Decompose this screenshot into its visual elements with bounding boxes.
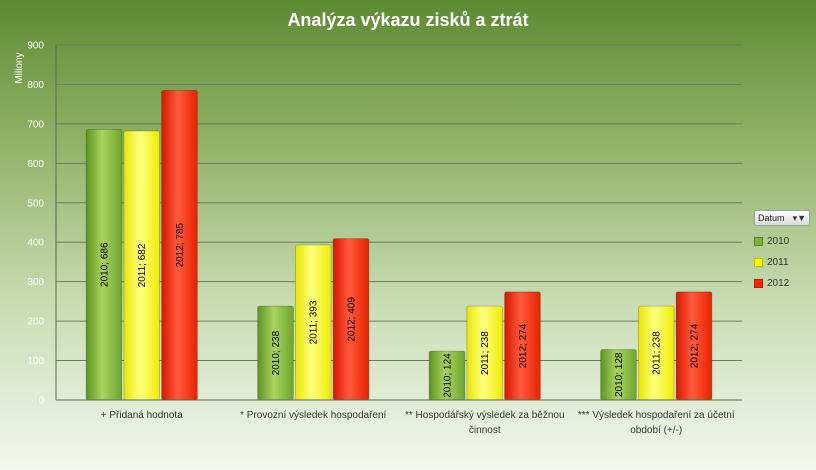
data-label-2010: 2010; 124 — [443, 353, 454, 398]
legend-label-2011: 2011 — [767, 256, 789, 268]
data-label-2011: 2011; 238 — [652, 331, 663, 375]
chart-title: Analýza výkazu zisků a ztrát — [287, 10, 528, 30]
legend-filter-button[interactable]: Datum ▾▼ — [754, 210, 810, 226]
legend-item-2011: 2011 — [754, 256, 810, 268]
data-label-2010: 2010; 686 — [100, 242, 111, 287]
y-tick-label: 0 — [38, 396, 44, 407]
y-tick-label: 500 — [27, 198, 44, 209]
y-tick-label: 100 — [27, 356, 44, 367]
legend-swatch-2011 — [754, 257, 763, 267]
legend: Datum ▾▼ 2010 2011 2012 — [754, 210, 810, 289]
data-label-2011: 2011; 682 — [137, 243, 148, 287]
filter-icon[interactable]: ▾▼ — [792, 212, 806, 223]
legend-swatch-2010 — [754, 236, 763, 246]
x-category-label: * Provozní výsledek hospodaření — [240, 410, 386, 421]
y-tick-label: 400 — [27, 238, 44, 249]
y-tick-label: 900 — [27, 41, 44, 52]
legend-label-2012: 2012 — [767, 277, 790, 289]
legend-swatch-2012 — [754, 278, 763, 288]
data-label-2012: 2012; 274 — [689, 323, 700, 368]
data-label-2010: 2010; 128 — [614, 352, 625, 397]
axes: 0 100 200 300 400 500 600 700 800 900 + Přidaná ho… — [27, 41, 742, 436]
y-tick-label: 800 — [27, 80, 44, 91]
y-tick-label: 200 — [27, 317, 44, 328]
data-label-2011: 2011; 238 — [480, 331, 491, 375]
data-label-2012: 2012; 409 — [346, 297, 357, 342]
legend-item-2010: 2010 — [754, 235, 810, 247]
y-tick-label: 300 — [27, 277, 44, 288]
y-axis-label: Miliony — [14, 52, 25, 83]
data-label-2010: 2010; 238 — [271, 330, 282, 375]
legend-item-2012: 2012 — [754, 277, 810, 289]
y-tick-label: 700 — [27, 119, 44, 130]
x-category-label: *** Výsledek hospodaření za účetní období… — [578, 410, 735, 436]
data-label-2012: 2012; 274 — [518, 323, 529, 368]
legend-label-2010: 2010 — [767, 235, 790, 247]
data-label-2012: 2012; 785 — [175, 223, 186, 268]
x-category-label: + Přidaná hodnota — [101, 410, 183, 421]
legend-header-label: Datum — [758, 213, 785, 223]
y-tick-label: 600 — [27, 159, 44, 170]
bars: 2010; 686 2011; 682 2012; 785 2010; 238 2011… — [85, 89, 713, 401]
x-category-label: ** Hospodářský výsledek za běžnou činnost — [405, 410, 565, 436]
data-label-2011: 2011; 393 — [309, 300, 320, 344]
